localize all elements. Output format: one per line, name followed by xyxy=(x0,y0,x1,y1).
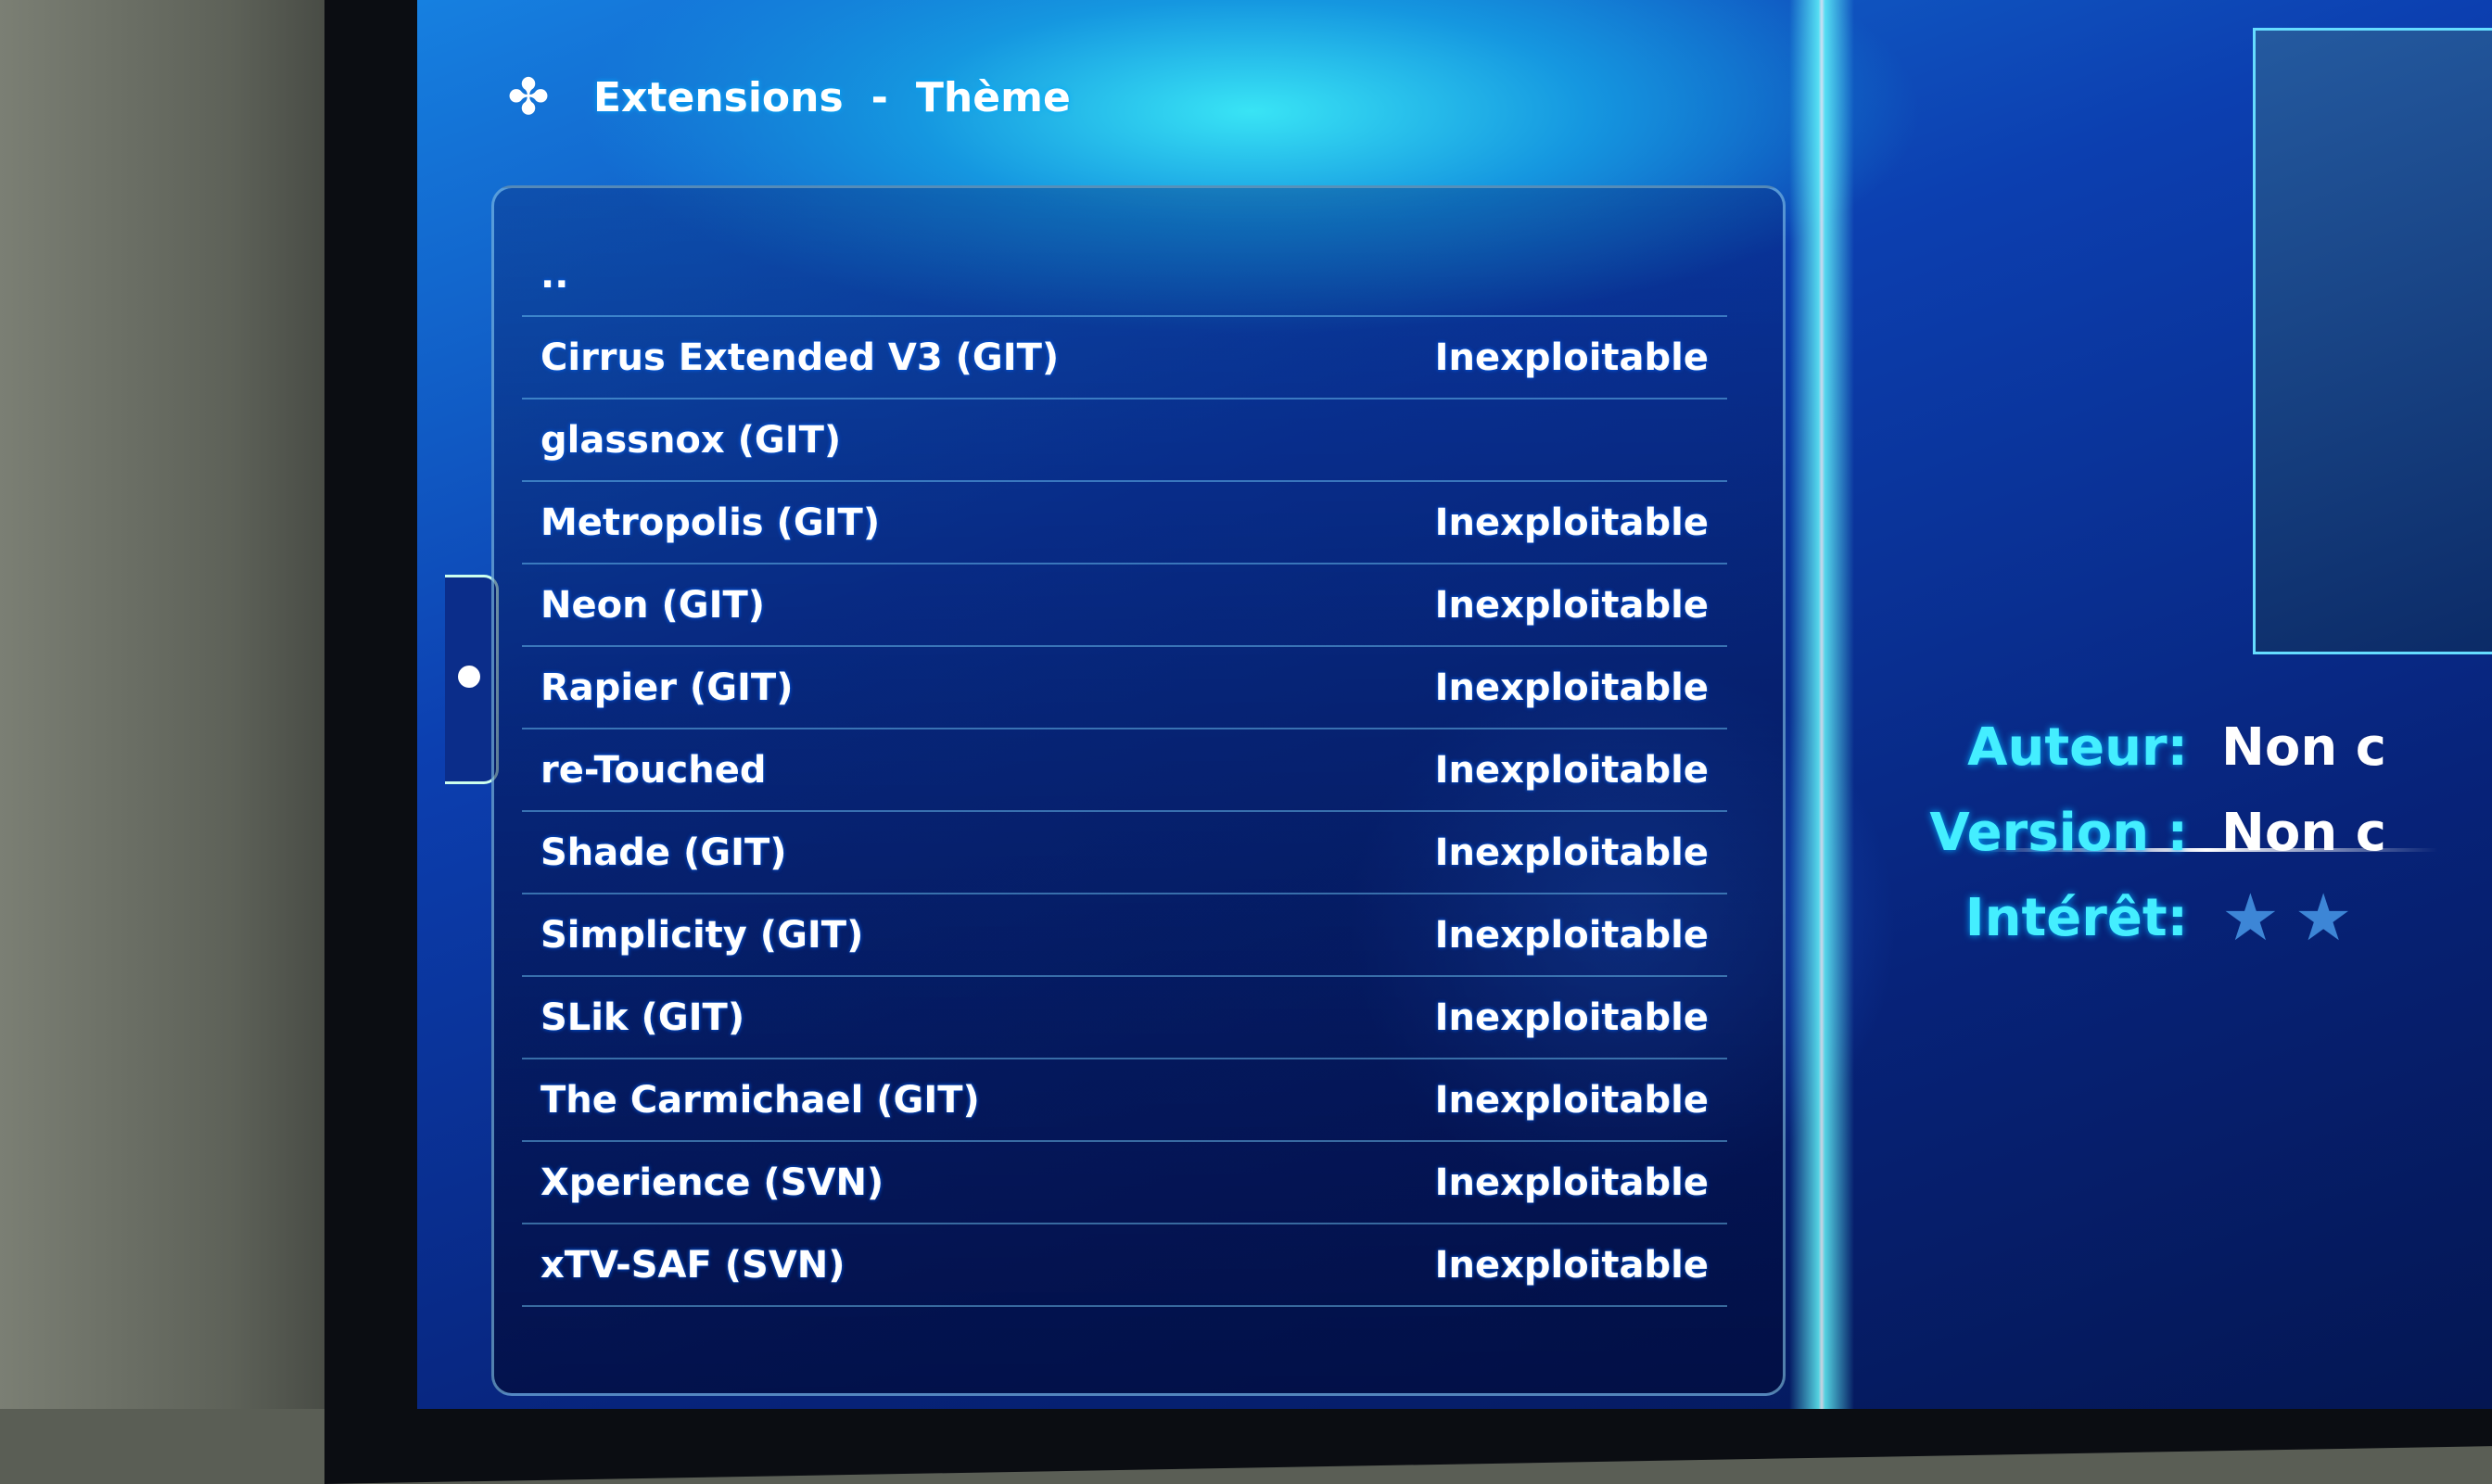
list-item-status: Inexploitable xyxy=(1434,1078,1709,1122)
list-item[interactable]: .. xyxy=(522,235,1727,317)
list-item-label: re-Touched xyxy=(540,748,767,792)
list-item-label: Neon (GIT) xyxy=(540,583,766,627)
list-item[interactable]: re-Touched Inexploitable xyxy=(522,729,1727,812)
rating-stars: ★ ★ xyxy=(2221,881,2368,955)
list-item-status: Inexploitable xyxy=(1434,666,1709,709)
list-item-label: Shade (GIT) xyxy=(540,831,787,874)
list-item-status: Inexploitable xyxy=(1434,583,1709,627)
light-flare xyxy=(1975,848,2438,852)
list-item-status: Inexploitable xyxy=(1434,831,1709,874)
list-item-label: Cirrus Extended V3 (GIT) xyxy=(540,336,1060,379)
header-category: Thème xyxy=(915,73,1071,121)
author-value: Non c xyxy=(2221,717,2386,778)
version-value: Non c xyxy=(2221,802,2386,863)
rating-label: Intérêt: xyxy=(1964,887,2188,948)
window-header: ✤ Extensions - Thème xyxy=(491,65,1071,130)
list-item-label: Rapier (GIT) xyxy=(540,666,794,709)
version-label: Version : xyxy=(1929,802,2188,863)
list-item[interactable]: Cirrus Extended V3 (GIT) Inexploitable xyxy=(522,317,1727,400)
list-item-status: Inexploitable xyxy=(1434,1243,1709,1287)
list-item[interactable]: Rapier (GIT) Inexploitable xyxy=(522,647,1727,729)
list-item[interactable]: xTV-SAF (SVN) Inexploitable xyxy=(522,1224,1727,1307)
author-label: Auteur: xyxy=(1967,717,2188,778)
star-icon: ★ xyxy=(2221,880,2280,956)
puzzle-icon: ✤ xyxy=(507,68,550,126)
list-item-label: xTV-SAF (SVN) xyxy=(540,1243,846,1287)
list-item-label: Xperience (SVN) xyxy=(540,1161,884,1204)
list-item[interactable]: Metropolis (GIT) Inexploitable xyxy=(522,482,1727,564)
list-item-label: SLik (GIT) xyxy=(540,996,745,1039)
list-item[interactable]: Simplicity (GIT) Inexploitable xyxy=(522,894,1727,977)
addon-info: Auteur: Non c Version : Non c Intérêt: ★ ★ xyxy=(1882,704,2386,960)
list-item[interactable]: SLik (GIT) Inexploitable xyxy=(522,977,1727,1059)
panel-divider xyxy=(1789,0,1854,1409)
addon-thumbnail xyxy=(2253,28,2492,654)
list-item[interactable]: glassnox (GIT) xyxy=(522,400,1727,482)
star-icon: ★ xyxy=(2294,880,2353,956)
list-item[interactable]: Neon (GIT) Inexploitable xyxy=(522,564,1727,647)
addon-list: .. Cirrus Extended V3 (GIT) Inexploitable g… xyxy=(491,185,1786,1396)
list-item-label: Simplicity (GIT) xyxy=(540,913,864,957)
header-section: Extensions xyxy=(593,73,844,121)
list-item-label: Metropolis (GIT) xyxy=(540,501,881,544)
list-item[interactable]: The Carmichael (GIT) Inexploitable xyxy=(522,1059,1727,1142)
list-item-label: glassnox (GIT) xyxy=(540,418,842,462)
list-item-status: Inexploitable xyxy=(1434,501,1709,544)
header-separator: - xyxy=(871,73,888,121)
list-item-status: Inexploitable xyxy=(1434,913,1709,957)
list-item-status: Inexploitable xyxy=(1434,748,1709,792)
list-item-status: Inexploitable xyxy=(1434,996,1709,1039)
list-item-status: Inexploitable xyxy=(1434,1161,1709,1204)
list-item[interactable]: Shade (GIT) Inexploitable xyxy=(522,812,1727,894)
list-item[interactable]: Xperience (SVN) Inexploitable xyxy=(522,1142,1727,1224)
side-menu-dot-icon xyxy=(458,666,480,688)
list-item-label: .. xyxy=(540,253,569,297)
tv-screen: ✤ Extensions - Thème .. Cirrus Extended V… xyxy=(417,0,2492,1409)
list-item-status: Inexploitable xyxy=(1434,336,1709,379)
list-item-label: The Carmichael (GIT) xyxy=(540,1078,980,1122)
